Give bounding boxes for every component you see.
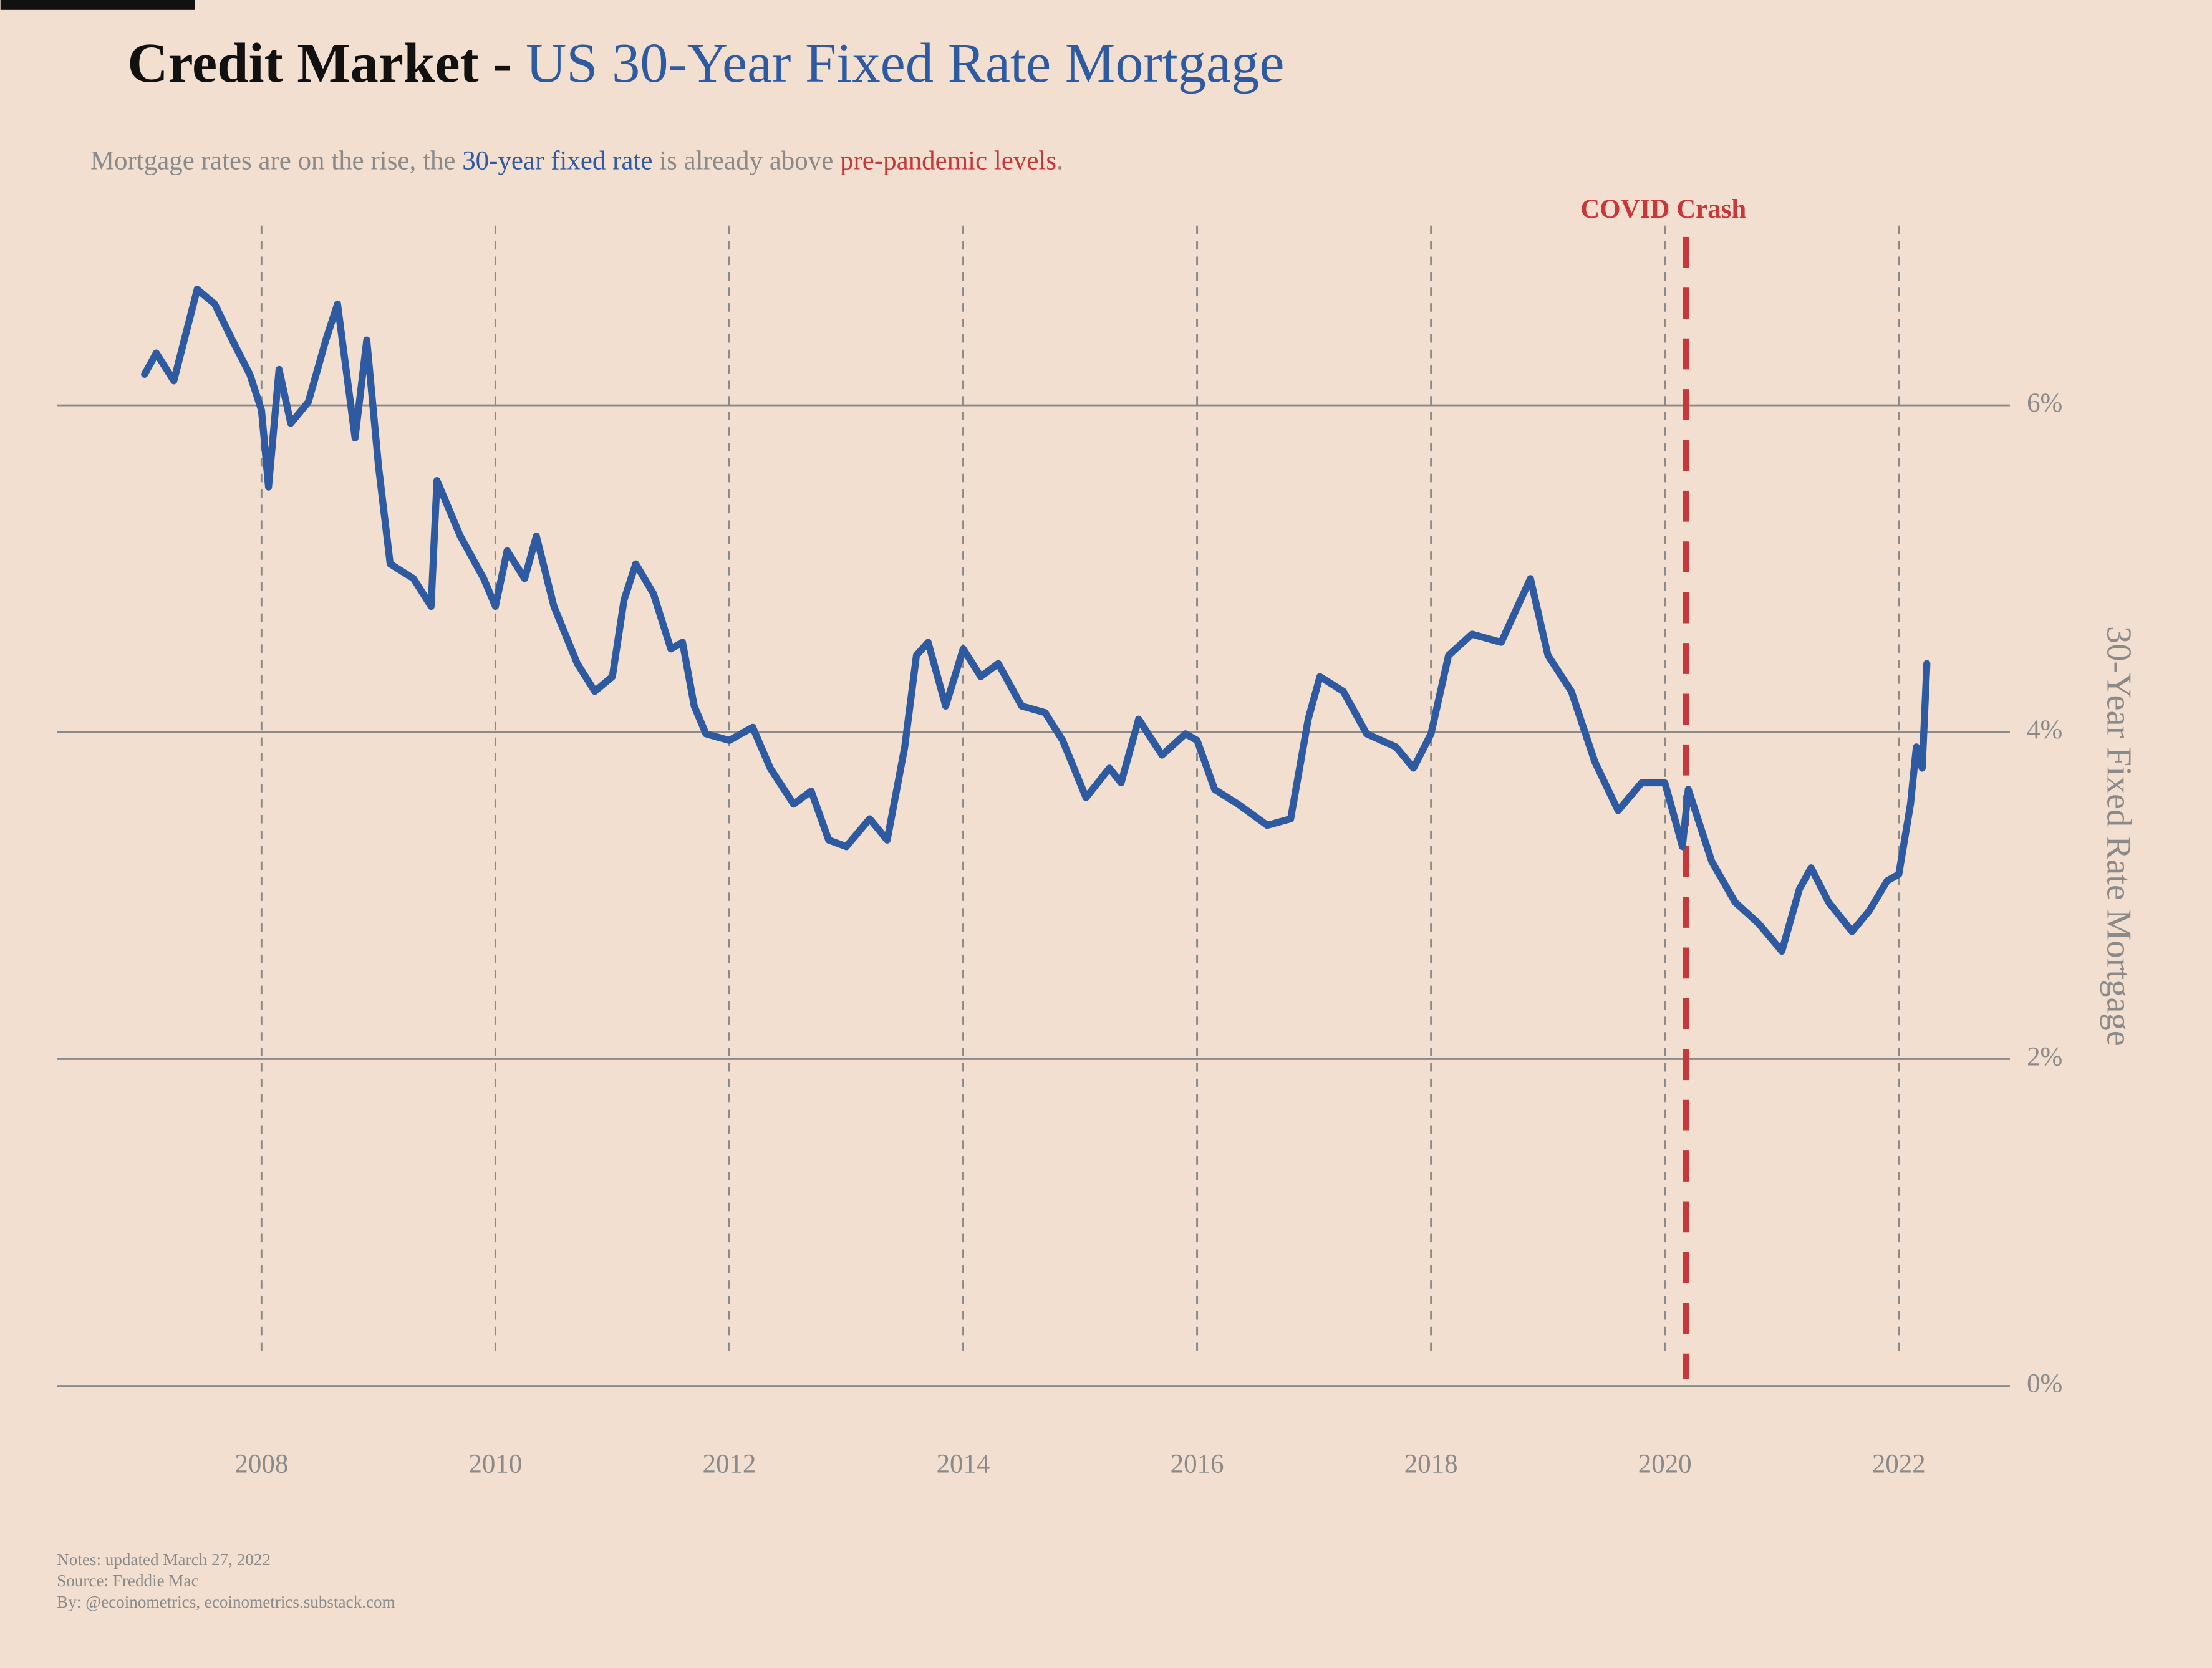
note: Source: Freddie Mac <box>57 1571 198 1590</box>
x-tick-label: 2020 <box>1638 1450 1692 1479</box>
subtitle-part: Mortgage rates are on the rise, the <box>90 146 462 175</box>
y-tick-label: 6% <box>2027 388 2062 418</box>
chart-title: Credit Market - US 30-Year Fixed Rate Mo… <box>57 31 1326 94</box>
title-part: US 30-Year Fixed Rate Mortgage <box>526 31 1285 94</box>
x-tick-label: 2022 <box>1872 1450 1926 1479</box>
note: Notes: updated March 27, 2022 <box>57 1550 271 1569</box>
corner-bar <box>0 0 195 10</box>
subtitle-part: 30-year fixed rate <box>462 146 652 175</box>
x-tick-label: 2018 <box>1404 1450 1458 1479</box>
x-tick-label: 2016 <box>1171 1450 1224 1479</box>
event-label: COVID Crash <box>1580 195 1746 224</box>
title-part: - <box>479 31 526 94</box>
x-tick-label: 2008 <box>234 1450 288 1479</box>
line <box>141 286 1931 955</box>
subtitle-part: . <box>1056 146 1063 175</box>
subtitle-part: is already above <box>652 146 840 175</box>
x-tick-label: 2010 <box>468 1450 522 1479</box>
x-tick-label: 2014 <box>937 1450 990 1479</box>
subtitle: Mortgage rates are on the rise, the 30-y… <box>57 146 1083 175</box>
y-tick-label: 0% <box>2027 1369 2062 1398</box>
x-tick-label: 2012 <box>703 1450 756 1479</box>
subtitle-part: pre-pandemic levels <box>840 146 1056 175</box>
y-tick-label: 2% <box>2027 1042 2062 1071</box>
title-part: Credit Market <box>127 31 478 94</box>
y-tick-label: 4% <box>2027 715 2062 745</box>
y-axis-label: 30-Year Fixed Rate Mortgage <box>2100 626 2138 1046</box>
note: By: @ecoinometrics, ecoinometrics.substa… <box>57 1593 395 1611</box>
